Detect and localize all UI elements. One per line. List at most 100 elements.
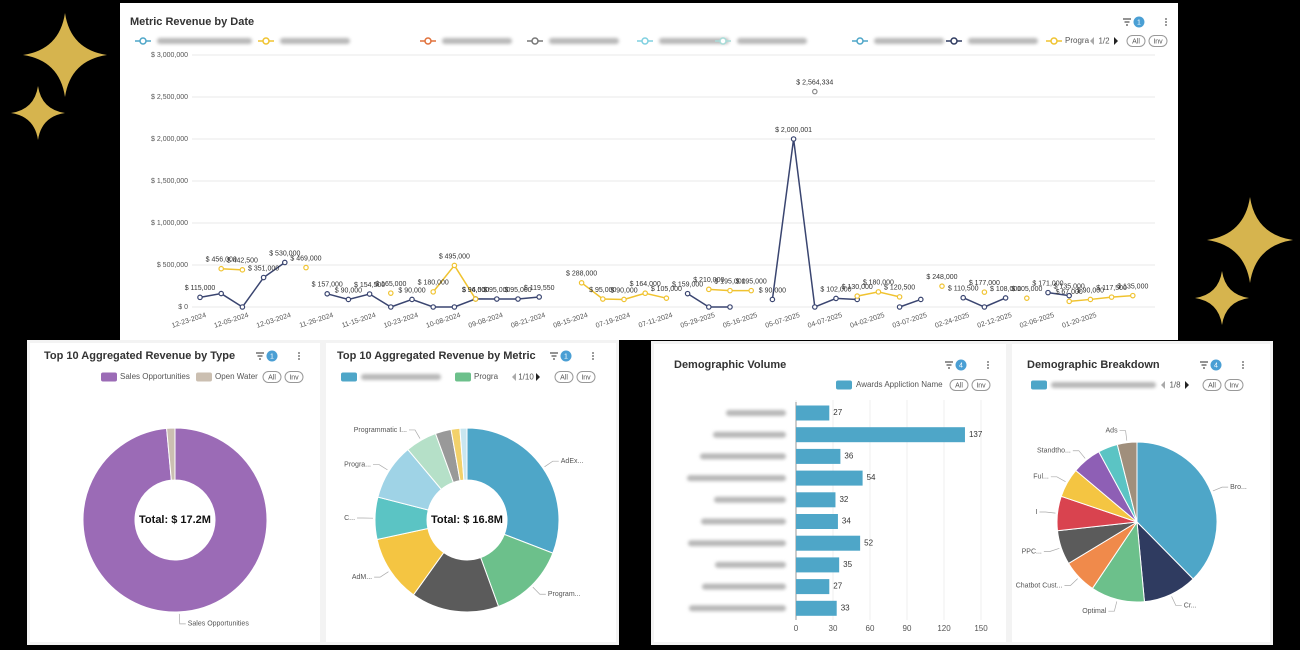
legend-swatch[interactable] — [836, 380, 852, 390]
pager-label: 1/10 — [518, 373, 534, 382]
button[interactable] — [971, 379, 991, 391]
bar[interactable] — [796, 470, 863, 486]
bar[interactable] — [796, 600, 837, 616]
data-label: $ 90,000 — [1077, 287, 1104, 294]
y-tick-label: $ 1,000,000 — [151, 220, 188, 227]
legend-swatch[interactable] — [341, 372, 357, 382]
x-tick-label: 0 — [794, 624, 799, 633]
badge[interactable] — [266, 350, 278, 362]
star — [11, 86, 65, 140]
data-label: $ 495,000 — [439, 253, 470, 260]
slice[interactable] — [166, 427, 176, 481]
pager-next[interactable] — [1114, 37, 1118, 45]
data-label: $ 195,000 — [714, 278, 745, 285]
x-tick-label: 120 — [937, 624, 951, 633]
data-label: $ 90,000 — [759, 287, 786, 294]
label-leader — [373, 464, 388, 471]
data-label: $ 96,000 — [462, 287, 489, 294]
filter-icon[interactable] — [550, 352, 558, 360]
legend-swatch[interactable] — [101, 372, 117, 382]
menu-dot[interactable] — [987, 361, 989, 363]
data-point — [1002, 295, 1009, 301]
legend-swatch[interactable] — [455, 372, 471, 382]
pager-next[interactable] — [1185, 381, 1189, 389]
blurred-text — [737, 38, 807, 44]
legend-swatch[interactable] — [1031, 380, 1047, 390]
blurred-text — [361, 374, 441, 380]
data-point — [811, 88, 818, 95]
filter-icon[interactable] — [256, 352, 264, 360]
filter-icon[interactable] — [1200, 361, 1208, 369]
slice-label: Progra... — [344, 461, 371, 468]
pager-prev[interactable] — [1161, 381, 1165, 389]
button[interactable] — [284, 371, 304, 383]
legend-icon — [856, 37, 864, 45]
pager-prev[interactable] — [1090, 37, 1094, 45]
menu-dot[interactable] — [1165, 24, 1167, 26]
legend-swatch[interactable] — [196, 372, 212, 382]
data-point — [472, 296, 479, 302]
button[interactable] — [262, 371, 282, 383]
data-point — [1066, 292, 1073, 299]
bar[interactable] — [796, 448, 841, 464]
data-point — [1108, 294, 1115, 300]
bar[interactable] — [796, 535, 861, 551]
button[interactable] — [949, 379, 969, 391]
slice-label: Ads — [1106, 428, 1119, 435]
badge[interactable] — [1133, 16, 1145, 28]
bar[interactable] — [796, 557, 840, 573]
pager-next[interactable] — [536, 373, 540, 381]
data-label: 33 — [841, 603, 850, 612]
bar[interactable] — [796, 579, 830, 595]
menu-dot[interactable] — [1165, 18, 1167, 20]
badge[interactable] — [1210, 359, 1222, 371]
pager-prev[interactable] — [512, 373, 516, 381]
menu-dot[interactable] — [592, 352, 594, 354]
slice-label: Program... — [548, 591, 581, 598]
slice[interactable] — [1136, 441, 1218, 580]
slice[interactable] — [1116, 441, 1138, 523]
menu-dot[interactable] — [298, 352, 300, 354]
slice[interactable] — [459, 427, 468, 481]
bar[interactable] — [796, 492, 836, 508]
data-label: $ 530,000 — [269, 250, 300, 257]
menu-dot[interactable] — [1242, 367, 1244, 369]
badge[interactable] — [560, 350, 572, 362]
data-point — [663, 295, 670, 301]
legend-label: Open Water — [215, 372, 258, 381]
filter-icon[interactable] — [1123, 18, 1131, 26]
menu-dot[interactable] — [592, 358, 594, 360]
button-label: Inv — [976, 382, 986, 389]
filter-icon[interactable] — [945, 361, 953, 369]
data-point — [260, 274, 267, 281]
button[interactable] — [576, 371, 596, 383]
button[interactable] — [554, 371, 574, 383]
menu-dot[interactable] — [987, 364, 989, 366]
slice[interactable] — [82, 427, 268, 613]
button-label: All — [1208, 382, 1216, 389]
menu-dot[interactable] — [1242, 361, 1244, 363]
menu-dot[interactable] — [298, 358, 300, 360]
bar[interactable] — [796, 427, 965, 443]
data-label: $ 108,000 — [990, 286, 1021, 293]
data-label: $ 177,000 — [969, 280, 1000, 287]
blurred-text — [968, 38, 1038, 44]
data-point — [960, 294, 967, 301]
slice[interactable] — [466, 427, 560, 554]
data-point — [981, 289, 988, 295]
menu-dot[interactable] — [987, 367, 989, 369]
menu-dot[interactable] — [592, 355, 594, 357]
button[interactable] — [1126, 35, 1146, 47]
menu-dot[interactable] — [298, 355, 300, 357]
button[interactable] — [1148, 35, 1168, 47]
button[interactable] — [1202, 379, 1222, 391]
menu-dot[interactable] — [1165, 21, 1167, 23]
label-leader — [1064, 578, 1078, 586]
bar[interactable] — [796, 514, 838, 529]
bar[interactable] — [796, 405, 830, 421]
data-label: $ 469,000 — [290, 255, 321, 262]
menu-dot[interactable] — [1242, 364, 1244, 366]
legend-icon — [424, 37, 432, 45]
badge[interactable] — [955, 359, 967, 371]
button[interactable] — [1224, 379, 1244, 391]
